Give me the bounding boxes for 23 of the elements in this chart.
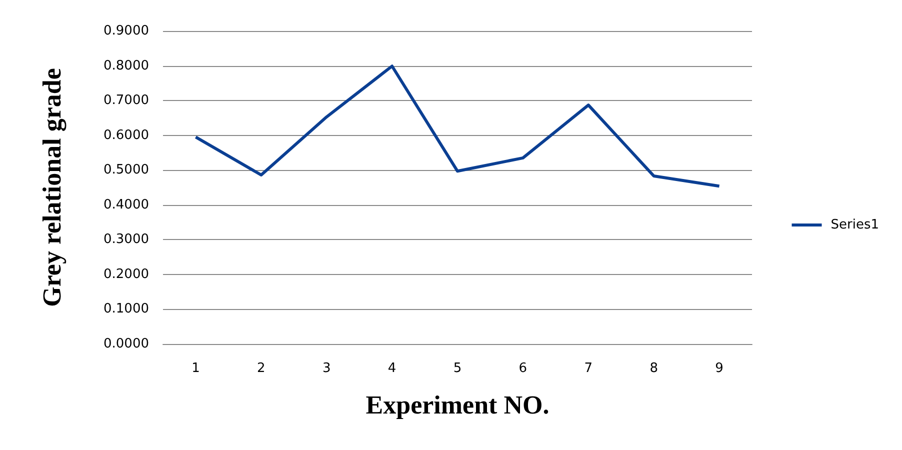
x-tick-label: 9 (715, 361, 724, 376)
y-tick-label: 0.3000 (104, 232, 149, 248)
y-tick-label: 0.1000 (104, 302, 149, 317)
line-series (194, 64, 721, 188)
x-tick-label: 3 (322, 361, 331, 376)
y-tick-label: 0.0000 (104, 336, 149, 352)
x-tick-label: 8 (650, 361, 658, 376)
y-tick-label: 0.7000 (104, 93, 149, 108)
x-tick-label: 2 (257, 361, 266, 376)
x-tick-label: 4 (388, 361, 396, 376)
y-tick-label: 0.5000 (104, 162, 149, 178)
y-tick-label: 0.4000 (104, 197, 149, 212)
legend-label: Series1 (830, 218, 879, 232)
x-tick-label: 7 (584, 361, 593, 376)
x-axis-title: Experiment NO. (366, 390, 550, 420)
x-tick-label: 6 (518, 361, 528, 376)
x-tick-label: 1 (192, 361, 200, 376)
y-tick-label: 0.2000 (104, 266, 149, 282)
y-tick-label: 0.6000 (104, 128, 149, 143)
y-tick-label: 0.9000 (104, 24, 149, 38)
x-tick-label: 5 (453, 361, 462, 376)
y-axis-title: Grey relational grade (38, 68, 66, 307)
y-tick-label: 0.8000 (104, 58, 149, 74)
